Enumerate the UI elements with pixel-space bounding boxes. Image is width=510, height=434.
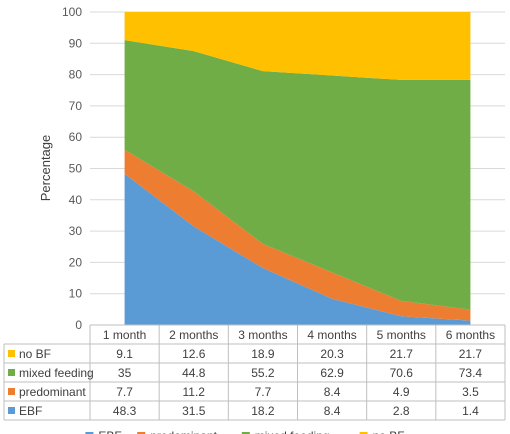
legend-swatch (241, 432, 250, 434)
y-tick-label: 60 (69, 130, 83, 144)
table-cell-value: 44.8 (182, 366, 206, 380)
y-axis: 0 10 20 30 40 50 60 70 80 90 100 (62, 5, 82, 332)
area-series (124, 12, 471, 325)
table-cell-value: 20.3 (320, 347, 344, 361)
x-category-label: 4 months (307, 328, 356, 342)
y-tick-label: 0 (75, 318, 82, 332)
table-cell-value: 18.2 (251, 404, 275, 418)
table-cell-value: 1.4 (462, 404, 479, 418)
y-tick-label: 40 (69, 193, 83, 207)
legend-swatch (85, 432, 94, 434)
legend-swatch (137, 432, 146, 434)
y-tick-label: 50 (69, 162, 83, 176)
table-legend-key (8, 407, 15, 414)
table-cell-value: 8.4 (324, 385, 341, 399)
table-cell-value: 48.3 (113, 404, 137, 418)
area-no-bf (124, 12, 471, 80)
table-row-label: no BF (19, 347, 51, 361)
legend-label: no BF (373, 429, 405, 434)
table-legend-key (8, 350, 15, 357)
table-cell-value: 55.2 (251, 366, 275, 380)
y-tick-label: 20 (69, 255, 83, 269)
table-cell-value: 2.8 (393, 404, 410, 418)
x-category-label: 6 months (446, 328, 495, 342)
table-cell-value: 7.7 (116, 385, 133, 399)
table-cell-value: 12.6 (182, 347, 206, 361)
table-cell-value: 11.2 (183, 385, 206, 399)
x-category-label: 2 months (169, 328, 218, 342)
legend: EBF predominant mixed feeding no BF (85, 429, 405, 434)
legend-label: EBF (98, 429, 121, 434)
table-cell-value: 73.4 (459, 366, 483, 380)
y-tick-label: 90 (69, 36, 83, 50)
table-row-label: mixed feeding (19, 366, 94, 380)
table-cell-value: 7.7 (255, 385, 272, 399)
x-category-label: 1 month (103, 328, 146, 342)
y-tick-label: 30 (69, 224, 83, 238)
table-cell-value: 8.4 (324, 404, 341, 418)
x-category-label: 3 months (238, 328, 287, 342)
table-cell-value: 3.5 (462, 385, 479, 399)
area-ebf (124, 173, 471, 325)
table-cell-value: 62.9 (320, 366, 344, 380)
data-table: 1 month 2 months 3 months 4 months 5 months 6… (3, 324, 506, 421)
y-tick-label: 100 (62, 5, 82, 19)
y-tick-label: 70 (69, 99, 83, 113)
table-cell-value: 35 (118, 366, 132, 380)
table-cell-value: 31.5 (182, 404, 206, 418)
legend-label: predominant (150, 429, 217, 434)
table-cell-value: 18.9 (251, 347, 275, 361)
table-legend-key (8, 369, 15, 376)
legend-swatch (359, 432, 368, 434)
x-category-label: 5 months (377, 328, 426, 342)
y-tick-label: 10 (69, 287, 83, 301)
table-row-label: EBF (19, 404, 42, 418)
area-mixed-feeding (124, 40, 471, 310)
y-axis-label: Percentage (38, 135, 53, 202)
table-cell-value: 21.7 (459, 347, 483, 361)
table-legend-key (8, 388, 15, 395)
table-cell-value: 4.9 (393, 385, 410, 399)
table-cell-value: 70.6 (390, 366, 414, 380)
legend-label: mixed feeding (255, 429, 330, 434)
table-cell-value: 9.1 (116, 347, 133, 361)
y-tick-label: 80 (69, 68, 83, 82)
table-row-label: predominant (19, 385, 86, 399)
table-cell-value: 21.7 (390, 347, 414, 361)
